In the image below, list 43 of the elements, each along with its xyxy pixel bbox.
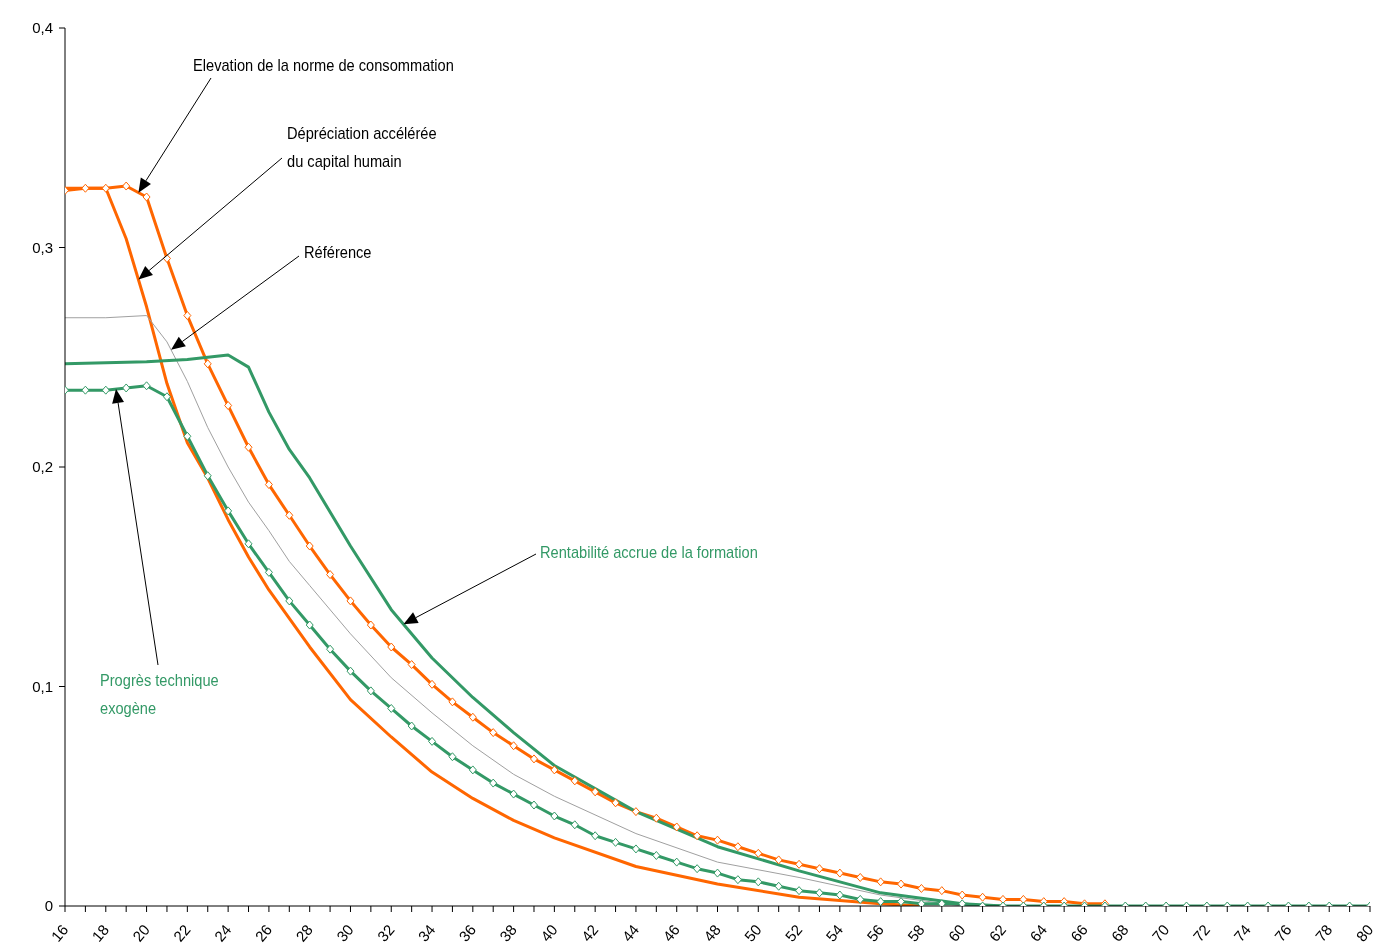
y-tick-label: 0,1	[32, 677, 53, 695]
x-tick-label: 56	[863, 921, 887, 945]
text: Elevation de la norme de consommation	[193, 55, 455, 77]
x-tick-label: 24	[210, 921, 235, 945]
text: Rentabilité accrue de la formation	[540, 542, 759, 564]
text: Progrès technique exogène	[100, 670, 220, 720]
x-tick-label: 62	[985, 921, 1010, 945]
x-tick-label: 28	[292, 921, 316, 945]
x-tick-label: 80	[1352, 921, 1377, 945]
x-tick-label: 40	[536, 921, 561, 945]
x-tick-label: 70	[1148, 921, 1173, 945]
x-tick-label: 16	[47, 921, 72, 945]
y-tick-label: 0	[44, 897, 53, 914]
y-tick-label: 0,4	[32, 19, 53, 36]
x-tick-label: 72	[1189, 921, 1214, 945]
x-tick-label: 66	[1067, 921, 1091, 945]
x-tick-label: 58	[903, 921, 928, 945]
x-tick-label: 60	[944, 921, 969, 945]
x-tick-label: 38	[496, 921, 520, 945]
x-tick-label: 18	[88, 921, 113, 945]
text: Référence	[304, 242, 373, 264]
x-tick-label: 48	[700, 921, 724, 945]
x-tick-label: 26	[251, 921, 276, 945]
y-tick-label: 0,3	[32, 238, 53, 256]
x-tick-label: 32	[373, 921, 398, 945]
x-tick-label: 44	[618, 921, 643, 945]
x-tick-label: 64	[1026, 921, 1051, 945]
y-tick-label: 0,2	[32, 458, 53, 475]
x-tick-label: 36	[455, 921, 480, 945]
x-tick-label: 52	[781, 921, 806, 945]
x-tick-label: 30	[333, 921, 357, 945]
x-tick-label: 78	[1311, 921, 1336, 945]
x-tick-label: 42	[577, 921, 602, 945]
x-tick-label: 76	[1270, 921, 1295, 945]
x-tick-label: 50	[740, 921, 765, 945]
x-tick-label: 68	[1107, 921, 1132, 945]
text: Dépréciation accélérée du capital humain	[287, 123, 438, 173]
x-tick-label: 20	[129, 921, 153, 945]
x-tick-label: 34	[414, 921, 439, 945]
x-tick-label: 74	[1230, 921, 1254, 945]
x-tick-label: 46	[659, 921, 684, 945]
x-tick-label: 54	[822, 921, 847, 945]
x-tick-label: 22	[169, 921, 194, 945]
